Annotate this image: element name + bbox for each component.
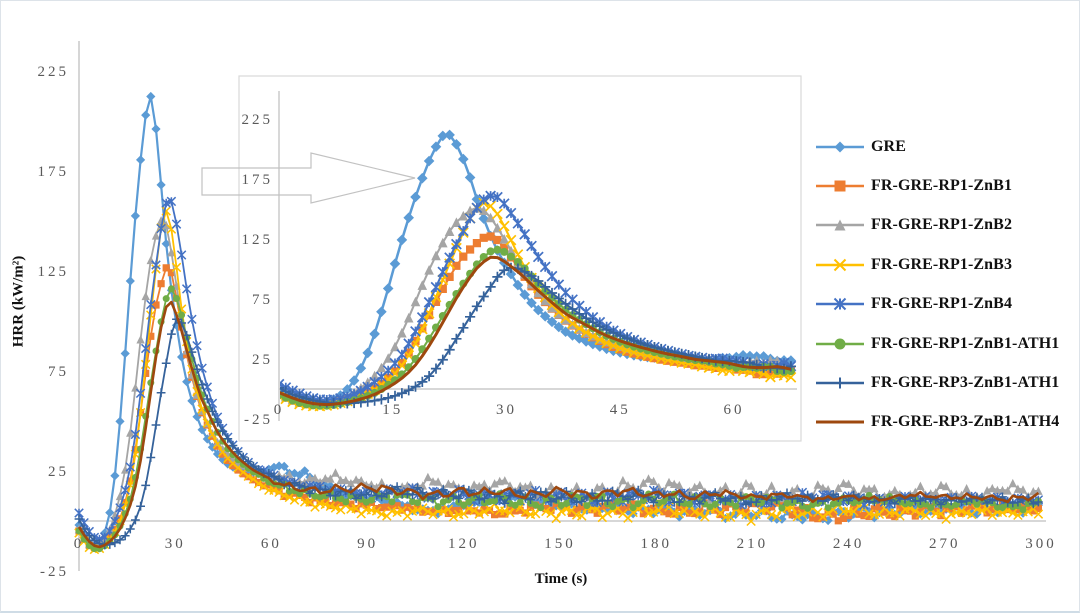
main-x-tick-label: 300 bbox=[1025, 536, 1057, 552]
legend-swatch-triangle-marker bbox=[816, 219, 864, 231]
legend-swatch-asterisk-marker bbox=[816, 298, 864, 311]
main-y-tick-label: 75 bbox=[48, 364, 69, 380]
main-y-tick-label: 25 bbox=[48, 464, 69, 480]
inset-x-tick-label: 30 bbox=[496, 402, 517, 418]
series-line-7-inset bbox=[280, 255, 792, 407]
inset-x-tick-label: 15 bbox=[382, 402, 403, 418]
main-series bbox=[74, 91, 1044, 555]
main-y-tick-label: 175 bbox=[38, 164, 70, 180]
legend-swatch-circle-marker bbox=[816, 338, 864, 350]
y-axis-title: HRR (kW/m²) bbox=[10, 255, 27, 348]
inset-x-tick-label: 0 bbox=[274, 402, 285, 418]
legend-label: FR-GRE-RP1-ZnB3 bbox=[871, 255, 1013, 273]
series-markers-2-main bbox=[74, 216, 1043, 550]
main-x-tick-label: 0 bbox=[74, 536, 85, 552]
legend-item: FR-GRE-RP1-ZnB1-ATH1 bbox=[815, 324, 1059, 363]
inset-y-tick-label: -25 bbox=[244, 412, 273, 428]
legend-item: FR-GRE-RP3-ZnB1-ATH1 bbox=[815, 363, 1059, 402]
inset-y-tick-label: 25 bbox=[252, 352, 273, 368]
legend-swatch-diamond-marker bbox=[816, 141, 864, 153]
legend-swatch-square-marker bbox=[816, 180, 864, 192]
legend-label: FR-GRE-RP1-ZnB4 bbox=[871, 295, 1013, 313]
legend-item: FR-GRE-RP1-ZnB3 bbox=[815, 245, 1059, 284]
main-x-tick-label: 120 bbox=[448, 536, 480, 552]
main-x-tick-label: 180 bbox=[640, 536, 672, 552]
legend-swatch-none-marker bbox=[816, 420, 864, 424]
series-FR-GRE-RP3-ZnB1-ATH4 bbox=[280, 255, 792, 407]
legend-label: FR-GRE-RP1-ZnB1 bbox=[871, 177, 1013, 195]
main-x-tick-label: 210 bbox=[737, 536, 769, 552]
series-markers-1-inset bbox=[280, 232, 795, 409]
main-x-tick-label: 150 bbox=[544, 536, 576, 552]
x-axis-title: Time (s) bbox=[534, 571, 588, 587]
legend-item: FR-GRE-RP3-ZnB1-ATH4 bbox=[815, 403, 1059, 442]
inset-x-tick-label: 45 bbox=[610, 402, 631, 418]
main-x-tick-label: 270 bbox=[929, 536, 961, 552]
zoom-arrow-icon bbox=[201, 152, 416, 204]
main-x-tick-label: 240 bbox=[833, 536, 865, 552]
legend-label: FR-GRE-RP3-ZnB1-ATH1 bbox=[871, 374, 1060, 392]
legend-label: FR-GRE-RP3-ZnB1-ATH4 bbox=[871, 413, 1060, 431]
inset-plot: 225 175 125 75 25 -250 15 30 45 60 bbox=[238, 75, 802, 442]
inset-y-tick-label: 225 bbox=[242, 112, 274, 128]
series-FR-GRE-RP3-ZnB1-ATH4 bbox=[77, 300, 1040, 549]
legend-item: FR-GRE-RP1-ZnB2 bbox=[815, 206, 1059, 245]
legend-swatch-x-marker bbox=[816, 258, 864, 272]
inset-x-tick-label: 60 bbox=[724, 402, 745, 418]
main-y-tick-label: -25 bbox=[40, 564, 69, 580]
main-x-tick-label: 30 bbox=[165, 536, 186, 552]
series-line-7-main bbox=[77, 300, 1040, 549]
main-x-tick-label: 60 bbox=[261, 536, 282, 552]
main-x-tick-label: 90 bbox=[357, 536, 378, 552]
legend-label: FR-GRE-RP1-ZnB1-ATH1 bbox=[871, 334, 1060, 352]
inset-y-tick-label: 75 bbox=[252, 292, 273, 308]
main-y-tick-label: 225 bbox=[38, 64, 70, 80]
legend-item: FR-GRE-RP1-ZnB1 bbox=[815, 166, 1059, 205]
inset-y-tick-label: 125 bbox=[242, 232, 274, 248]
legend-item: FR-GRE-RP1-ZnB4 bbox=[815, 285, 1059, 324]
legend: GRE FR-GRE-RP1-ZnB1 FR-GRE-RP1-ZnB2 FR-GRE-… bbox=[815, 127, 1059, 442]
legend-label: FR-GRE-RP1-ZnB2 bbox=[871, 216, 1013, 234]
main-y-tick-label: 125 bbox=[38, 264, 70, 280]
legend-label: GRE bbox=[871, 137, 906, 155]
series-markers-5-inset bbox=[280, 245, 795, 410]
inset-y-tick-label: 175 bbox=[242, 172, 274, 188]
legend-swatch-plus-marker bbox=[816, 377, 864, 389]
legend-item: GRE bbox=[815, 127, 1059, 166]
inset-series bbox=[280, 129, 797, 412]
